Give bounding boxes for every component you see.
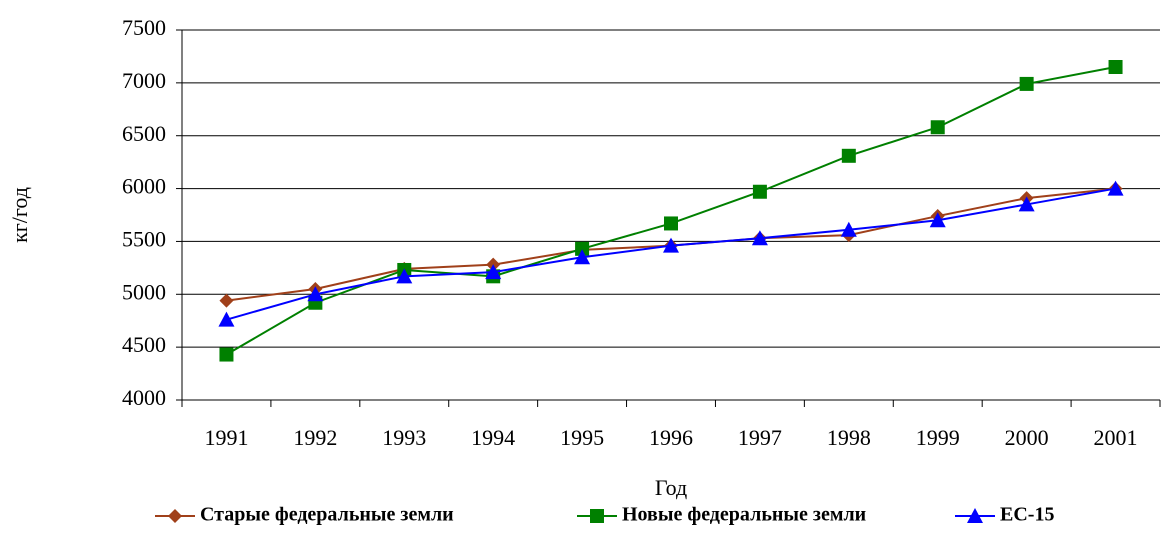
y-tick-label: 5500 bbox=[122, 226, 166, 251]
marker bbox=[219, 347, 234, 362]
x-tick-label: 1996 bbox=[649, 425, 693, 450]
legend-text: ЕС-15 bbox=[1000, 504, 1054, 526]
x-tick-label: 1995 bbox=[560, 425, 604, 450]
marker bbox=[752, 184, 767, 199]
marker bbox=[751, 230, 768, 246]
marker bbox=[1019, 76, 1034, 91]
marker bbox=[1107, 180, 1124, 196]
x-tick-label: 2000 bbox=[1005, 425, 1049, 450]
marker bbox=[930, 120, 945, 135]
marker bbox=[929, 212, 946, 228]
y-tick-label: 5000 bbox=[122, 279, 166, 304]
marker bbox=[485, 264, 502, 280]
marker bbox=[396, 268, 413, 284]
marker bbox=[307, 286, 324, 302]
y-axis-label: кг/год bbox=[7, 187, 32, 243]
marker bbox=[840, 221, 857, 237]
x-tick-label: 1994 bbox=[471, 425, 515, 450]
x-tick-label: 1991 bbox=[204, 425, 248, 450]
marker bbox=[841, 148, 856, 163]
x-tick-label: 1999 bbox=[916, 425, 960, 450]
x-tick-label: 1993 bbox=[382, 425, 426, 450]
marker bbox=[575, 241, 590, 256]
y-tick-label: 6000 bbox=[122, 174, 166, 199]
x-tick-label: 1997 bbox=[738, 425, 782, 450]
y-tick-label: 6500 bbox=[122, 121, 166, 146]
series-line bbox=[225, 66, 1116, 356]
marker bbox=[574, 249, 591, 265]
y-tick-label: 4000 bbox=[122, 385, 166, 410]
x-tick-label: 2001 bbox=[1094, 425, 1138, 450]
marker bbox=[664, 216, 678, 231]
x-tick-label: 1998 bbox=[827, 425, 871, 450]
marker bbox=[1108, 60, 1123, 74]
series-line bbox=[226, 187, 1116, 321]
marker bbox=[1018, 196, 1035, 212]
x-tick-label: 1992 bbox=[293, 425, 337, 450]
marker bbox=[663, 237, 679, 253]
marker bbox=[219, 293, 234, 308]
marker bbox=[590, 509, 604, 523]
legend-text: Новые федеральные земли bbox=[622, 504, 866, 526]
marker bbox=[967, 508, 983, 523]
y-tick-label: 7000 bbox=[122, 68, 166, 93]
x-axis-label: Год bbox=[655, 475, 687, 500]
y-tick-label: 7500 bbox=[122, 15, 166, 40]
marker bbox=[168, 509, 182, 523]
marker bbox=[218, 311, 235, 327]
y-tick-label: 4500 bbox=[122, 332, 166, 357]
legend-text: Старые федеральные земли bbox=[200, 504, 454, 526]
